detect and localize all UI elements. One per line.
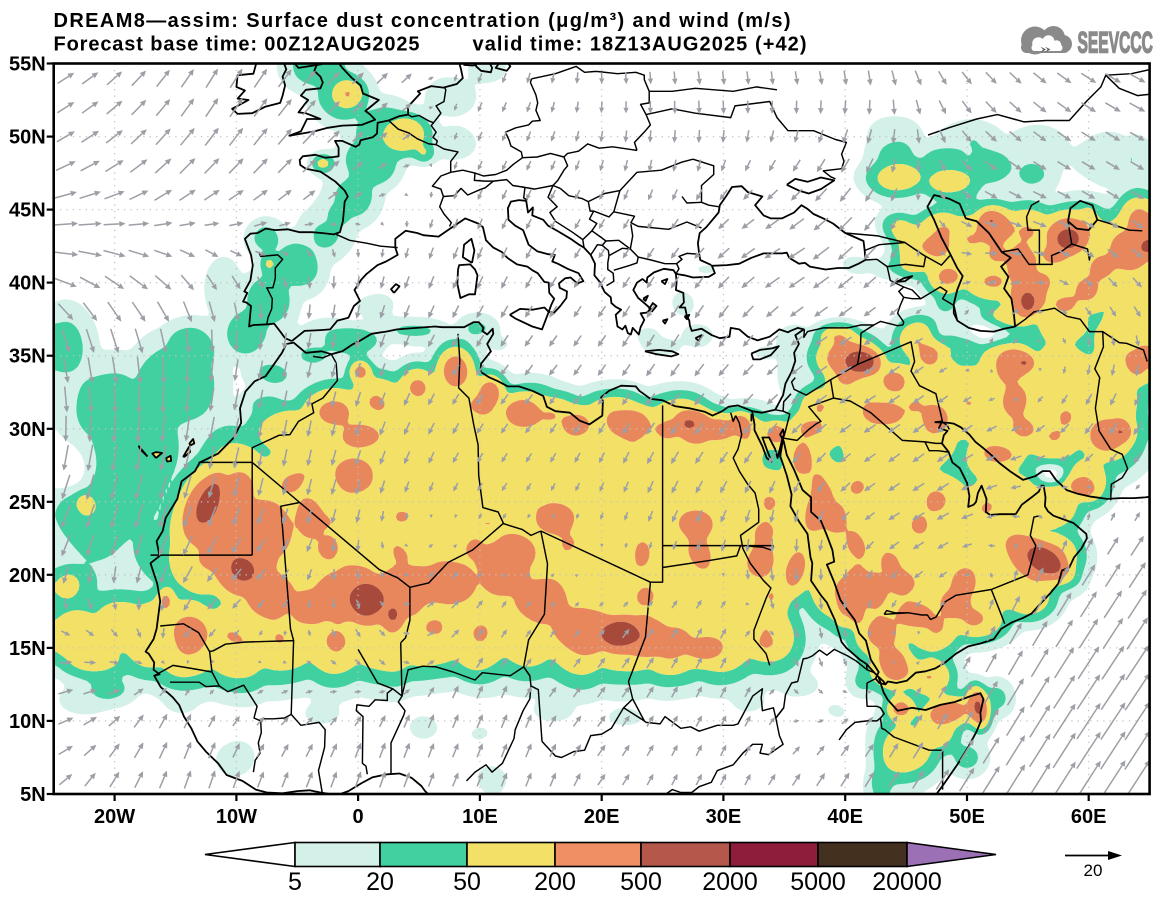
svg-text:5: 5 <box>288 868 302 896</box>
svg-text:DREAM8—assim: Surface dust con: DREAM8—assim: Surface dust concentration… <box>54 10 791 32</box>
svg-text:2000: 2000 <box>702 868 758 896</box>
svg-text:50E: 50E <box>949 806 985 828</box>
svg-text:10N: 10N <box>9 711 46 733</box>
svg-text:45N: 45N <box>9 200 46 222</box>
svg-text:60E: 60E <box>1071 806 1107 828</box>
svg-text:15N: 15N <box>9 638 46 660</box>
svg-text:20: 20 <box>1084 861 1103 880</box>
svg-text:20E: 20E <box>584 806 620 828</box>
svg-text:20: 20 <box>366 868 394 896</box>
svg-text:200: 200 <box>534 868 576 896</box>
svg-text:20N: 20N <box>9 565 46 587</box>
svg-text:0: 0 <box>353 806 364 828</box>
svg-text:40N: 40N <box>9 273 46 295</box>
svg-text:50: 50 <box>453 868 481 896</box>
svg-text:30N: 30N <box>9 419 46 441</box>
svg-text:Forecast base time: 00Z12AUG20: Forecast base time: 00Z12AUG2025 <box>54 34 420 56</box>
svg-text:20W: 20W <box>94 806 135 828</box>
svg-text:valid time: 18Z13AUG2025 (+42): valid time: 18Z13AUG2025 (+42) <box>473 34 807 56</box>
svg-text:20000: 20000 <box>872 868 942 896</box>
svg-text:5N: 5N <box>20 784 46 806</box>
svg-text:500: 500 <box>620 868 662 896</box>
svg-text:35N: 35N <box>9 346 46 368</box>
svg-text:10E: 10E <box>462 806 498 828</box>
svg-text:40E: 40E <box>827 806 863 828</box>
svg-text:50N: 50N <box>9 127 46 149</box>
svg-text:30E: 30E <box>706 806 742 828</box>
svg-text:25N: 25N <box>9 492 46 514</box>
svg-text:5000: 5000 <box>790 868 846 896</box>
svg-text:10W: 10W <box>216 806 257 828</box>
svg-text:55N: 55N <box>9 54 46 76</box>
svg-text:SEEVCCC: SEEVCCC <box>1078 26 1153 60</box>
